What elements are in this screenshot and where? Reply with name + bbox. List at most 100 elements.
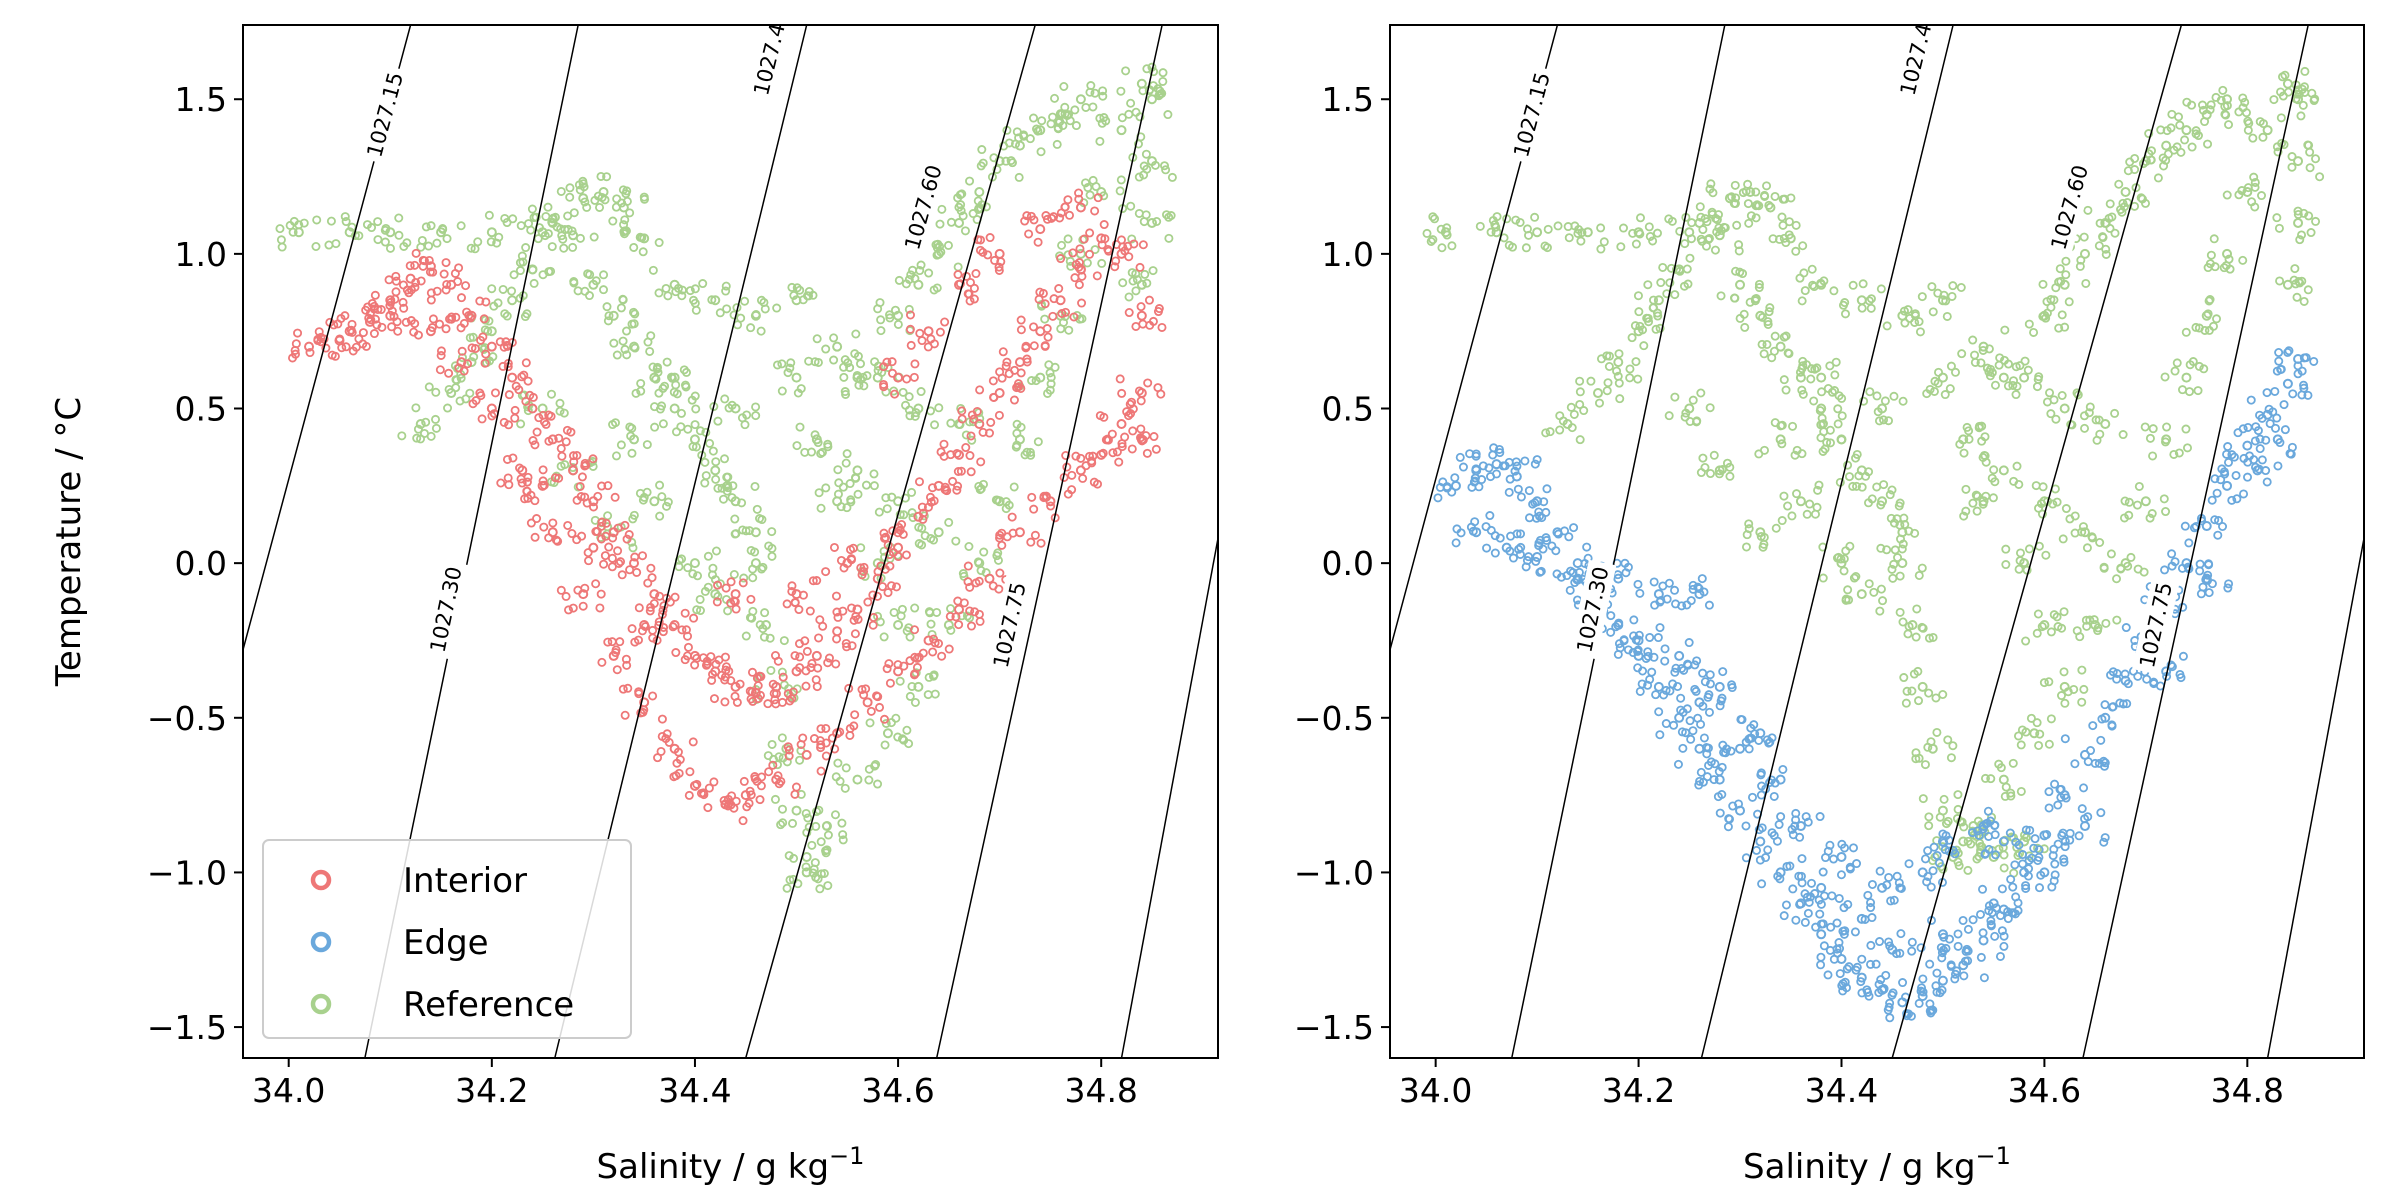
data-point [893,496,939,538]
data-point [1055,188,1103,223]
data-point [865,713,914,750]
y-tick-label: −1.5 [147,1008,227,1047]
isopycnal-line [1700,25,1954,1058]
data-point [914,466,963,502]
data-point [770,651,823,692]
data-point [1627,313,1665,351]
data-point [373,213,412,253]
data-point [1718,733,1756,758]
data-point [723,774,765,812]
data-point [790,634,842,676]
data-point [1795,264,1839,306]
isopycnal-line [1120,538,1218,1058]
data-point [844,683,889,724]
data-point [406,312,457,340]
data-point [2183,559,2234,599]
data-point [1898,978,1947,1018]
data-point [1736,714,1777,748]
data-point [1515,535,1557,577]
data-point [782,858,833,894]
x-axis-label: Salinity / g kg−1 [1743,1142,2011,1187]
data-point [1859,387,1908,426]
data-point [1104,235,1148,272]
y-tick-label: 1.5 [175,80,227,119]
data-point [772,282,818,313]
data-point [634,573,680,613]
data-point [1895,604,1938,643]
data-point [1756,764,1788,801]
data-point [1899,666,1948,708]
data-point [833,449,879,491]
isopycnal-line [745,25,1036,1058]
data-point [1837,959,1886,997]
data-point [1124,295,1167,332]
data-point [490,358,533,398]
data-point [712,577,756,614]
data-point [703,783,748,826]
data-point [815,721,859,754]
data-point [572,481,620,512]
data-point [1596,349,1643,384]
data-point [1757,331,1794,363]
data-point [1696,450,1735,481]
data-point [1015,360,1060,398]
y-tick-label: 0.0 [1322,544,1374,583]
x-tick-label: 34.2 [1602,1071,1675,1110]
data-point [894,265,942,295]
data-point [945,596,985,631]
data-point [2251,422,2297,459]
x-tick-label: 34.0 [1399,1071,1472,1110]
data-point [1937,944,1989,984]
data-point [1838,279,1886,319]
data-point [1735,294,1775,332]
data-point [528,419,576,453]
data-point [821,542,869,580]
data-point [1866,929,1917,969]
data-point [1835,453,1874,492]
legend-label: Interior [403,861,527,901]
data-point [2273,140,2325,182]
data-point [792,422,833,459]
data-point [671,642,716,670]
y-tick-label: −1.0 [1294,853,1374,892]
data-point [1027,485,1077,523]
data-point [466,210,518,254]
data-point [831,590,882,630]
data-point [2180,513,2228,548]
data-point [550,451,598,483]
data-point [325,311,371,353]
data-point [556,176,600,218]
isopycnal-line [1891,25,2183,1058]
data-point [1673,681,1725,717]
data-point [2006,852,2046,891]
data-point [1126,81,1173,120]
data-point [1451,511,1500,548]
data-point [1741,516,1787,552]
data-point [288,327,329,363]
data-point [1541,402,1589,445]
data-point [1422,212,1457,253]
data-point [752,673,798,709]
data-point [648,265,699,305]
data-point [1698,667,1737,706]
data-point [812,329,863,368]
data-point [2274,346,2319,379]
data-point [2119,481,2171,523]
data-point [476,332,517,368]
data-point [2181,295,2222,337]
data-point [957,406,1004,441]
y-tick-label: 0.0 [175,544,227,583]
data-point [772,356,820,398]
data-point [2021,851,2069,893]
data-point [410,248,451,286]
y-tick-label: 1.0 [175,235,227,274]
data-point [1079,175,1128,214]
data-point [1841,573,1888,616]
data-point [2275,264,2313,306]
y-tick-label: 0.5 [1322,390,1374,429]
isopycnal-line [1511,25,1726,1058]
data-point [2140,422,2192,461]
data-point [487,284,532,322]
data-point [936,439,986,477]
